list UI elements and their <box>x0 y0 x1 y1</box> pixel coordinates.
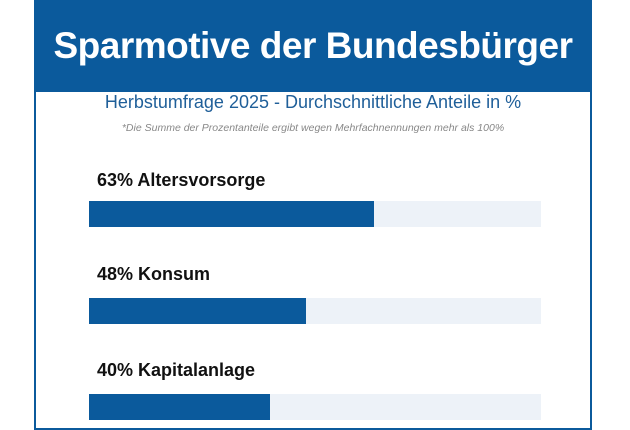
bar-label: 40% Kapitalanlage <box>97 360 256 380</box>
chart-subtitle: Herbstumfrage 2025 - Durchschnittliche A… <box>104 92 522 112</box>
bar-kapitalanlage <box>89 394 270 420</box>
bar-track <box>89 201 541 227</box>
bar-track <box>89 298 541 324</box>
bar-konsum <box>89 298 306 324</box>
bar-altersvorsorge <box>89 201 374 227</box>
bar-label: 48% Konsum <box>97 264 211 284</box>
bar-track <box>89 394 541 420</box>
chart-footnote: *Die Summe der Prozentanteile ergibt weg… <box>121 122 505 134</box>
chart-title: Sparmotive der Bundesbürger <box>53 25 573 66</box>
chart-header: Sparmotive der Bundesbürger <box>34 0 592 92</box>
bar-label: 63% Altersvorsorge <box>97 170 266 190</box>
